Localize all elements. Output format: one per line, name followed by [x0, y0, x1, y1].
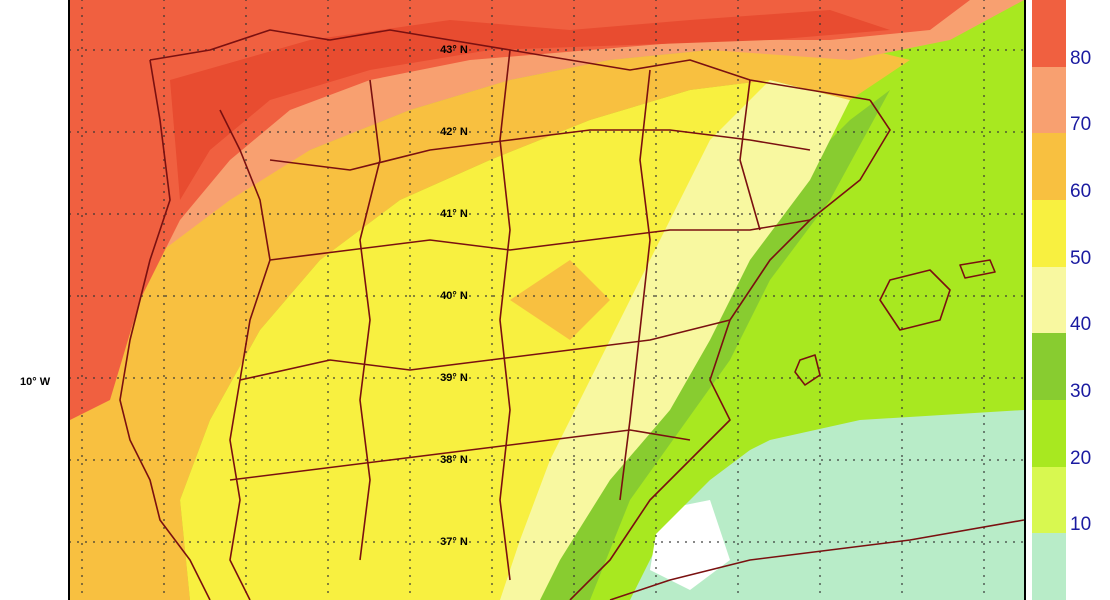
latitude-label: 38° N: [440, 454, 468, 466]
border-provinces-2: [239, 319, 731, 381]
zone-mint-south: [630, 410, 1024, 600]
legend-swatch: [1032, 0, 1066, 68]
zone-red: [70, 0, 970, 420]
border-provinces-4: [359, 79, 381, 561]
coastline-west: [119, 59, 211, 600]
island-ibiza: [794, 354, 821, 386]
legend-swatch: [1032, 533, 1066, 600]
legend-swatch: [1032, 66, 1066, 134]
island-menorca: [959, 259, 996, 279]
border-provinces-3: [229, 429, 691, 481]
latitude-label: 42° N: [440, 126, 468, 138]
latitude-label: 43° N: [440, 44, 468, 56]
admin-borders: [119, 29, 1024, 600]
latitude-label: 41° N: [440, 208, 468, 220]
legend-swatch: [1032, 266, 1066, 334]
humidity-map: 43° N 42° N 41° N 40° N 39° N 38° N 37° N: [68, 0, 1026, 600]
island-mallorca: [879, 269, 951, 331]
legend-tick-label: 30: [1070, 381, 1092, 402]
graticule-grid: [70, 0, 1023, 593]
border-provinces-6: [619, 69, 651, 501]
legend-swatch: [1032, 133, 1066, 201]
africa-coast: [609, 519, 1024, 600]
border-provinces-1: [269, 219, 811, 261]
zone-red-deep: [170, 10, 890, 200]
latitude-label: 39° N: [440, 372, 468, 384]
legend-tick-label: 80: [1070, 47, 1092, 69]
zone-yellow: [180, 80, 770, 600]
border-provinces-8: [269, 129, 811, 171]
zone-orange-patch: [510, 260, 610, 340]
legend-tick-label: 10: [1070, 514, 1092, 536]
map-canvas: [70, 0, 1024, 600]
zone-paleyellow: [490, 80, 850, 600]
zone-orange: [70, 40, 910, 600]
zone-white-patch: [650, 500, 730, 590]
legend-swatch: [1032, 400, 1066, 468]
zone-green-band: [540, 90, 890, 600]
legend-swatch: [1032, 200, 1066, 268]
border-portugal: [219, 109, 271, 600]
legend-swatch: [1032, 333, 1066, 401]
coastline-east: [569, 99, 891, 600]
color-legend: [1032, 0, 1066, 600]
border-provinces-5: [499, 49, 511, 581]
latitude-label: 37° N: [440, 536, 468, 548]
legend-tick-label: 50: [1070, 247, 1092, 269]
legend-tick-label: 70: [1070, 114, 1092, 136]
latitude-label: 40° N: [440, 290, 468, 302]
border-provinces-7: [739, 79, 761, 231]
zone-lime-coast: [570, 0, 1024, 600]
legend-swatch: [1032, 466, 1066, 534]
longitude-label: 10° W: [20, 376, 51, 388]
legend-tick-label: 60: [1070, 181, 1092, 202]
legend-tick-label: 20: [1070, 447, 1092, 469]
legend-tick-label: 40: [1070, 314, 1092, 336]
